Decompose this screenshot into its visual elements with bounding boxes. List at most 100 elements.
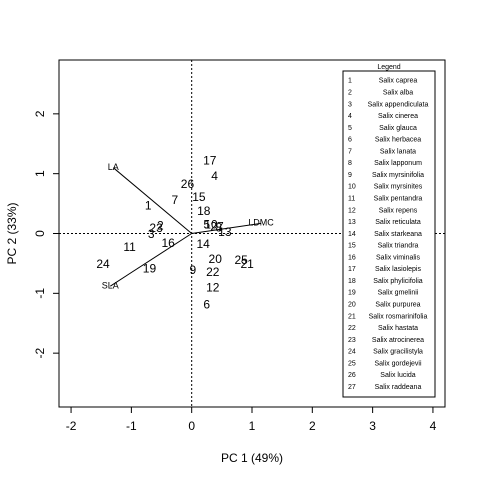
legend-entry-name: Salix hastata bbox=[378, 325, 418, 332]
legend-box bbox=[342, 70, 436, 398]
legend-entry-name: Salix glauca bbox=[379, 125, 417, 132]
y-tick-label: -2 bbox=[33, 347, 47, 358]
legend-entry-id: 13 bbox=[348, 219, 356, 226]
vector-label-ldmc: LDMC bbox=[248, 218, 274, 228]
x-tick-label: 0 bbox=[188, 419, 195, 433]
point-label: 1 bbox=[145, 199, 152, 213]
point-label: 4 bbox=[211, 169, 218, 183]
legend-entry-name: Salix gracilistyla bbox=[373, 349, 423, 356]
point-label: 14 bbox=[196, 237, 210, 251]
legend-entry-id: 3 bbox=[348, 101, 352, 108]
point-label: 26 bbox=[181, 177, 195, 191]
point-label: 13 bbox=[218, 225, 232, 239]
point-label: 25 bbox=[234, 253, 248, 267]
point-label: 7 bbox=[171, 193, 178, 207]
legend-entry-name: Salix lucida bbox=[380, 372, 416, 379]
y-tick-label: -1 bbox=[33, 288, 47, 299]
legend-entry-id: 11 bbox=[348, 196, 355, 203]
legend-entry-name: Salix caprea bbox=[379, 78, 418, 85]
legend-entry-id: 2 bbox=[348, 90, 352, 97]
legend-entry-name: Salix lapponum bbox=[374, 160, 422, 167]
legend-entry-name: Salix purpurea bbox=[375, 302, 420, 309]
legend-entry-name: Salix pentandra bbox=[374, 196, 423, 203]
legend-entry-id: 26 bbox=[348, 372, 356, 379]
point-label: 23 bbox=[149, 221, 163, 235]
legend-entry-id: 24 bbox=[348, 349, 356, 356]
legend-entry-id: 19 bbox=[348, 290, 356, 297]
x-tick-label: 1 bbox=[249, 419, 256, 433]
point-label: 3 bbox=[148, 227, 155, 241]
point-label: 16 bbox=[161, 236, 175, 250]
legend-entry-name: Salix raddeana bbox=[375, 384, 422, 391]
y-tick-label: 1 bbox=[33, 170, 47, 177]
legend-entry-name: Salix lasiolepis bbox=[375, 266, 421, 273]
point-label: 9 bbox=[190, 263, 197, 277]
y-tick-label: 0 bbox=[33, 230, 47, 237]
vector-label-sla: SLA bbox=[102, 281, 119, 291]
legend-entry-id: 15 bbox=[348, 243, 356, 250]
point-label: 27 bbox=[210, 220, 224, 234]
vector-ldmc bbox=[191, 222, 262, 234]
x-tick-label: -1 bbox=[126, 419, 137, 433]
legend-entry-id: 8 bbox=[348, 160, 352, 167]
point-label: 8 bbox=[215, 220, 222, 234]
point-label: 15 bbox=[192, 190, 206, 204]
y-axis-title: PC 2 (33%) bbox=[5, 202, 19, 264]
point-label: 2 bbox=[157, 218, 164, 232]
point-label: 17 bbox=[203, 153, 217, 167]
point-label: 18 bbox=[197, 204, 211, 218]
legend-entry-name: Salix phylicifolia bbox=[373, 278, 423, 285]
legend-entry-name: Salix gmelinii bbox=[378, 290, 419, 297]
legend-entry-name: Salix repens bbox=[379, 207, 418, 214]
point-label: 19 bbox=[143, 262, 157, 276]
legend-entry-id: 17 bbox=[348, 266, 356, 273]
legend-entry-id: 18 bbox=[348, 278, 356, 285]
x-tick-label: -2 bbox=[66, 419, 77, 433]
legend-entry-id: 16 bbox=[348, 254, 356, 261]
point-label: 5 bbox=[203, 217, 210, 231]
point-label: 21 bbox=[240, 257, 254, 271]
legend-entry-name: Salix viminalis bbox=[376, 254, 420, 261]
legend-entry-id: 6 bbox=[348, 137, 352, 144]
legend-entry-id: 12 bbox=[348, 207, 356, 214]
point-label: 11 bbox=[123, 240, 136, 254]
legend-entry-name: Salix gordejevii bbox=[374, 360, 422, 367]
legend-entry-name: Salix atrocinerea bbox=[372, 337, 424, 344]
x-tick-label: 2 bbox=[309, 419, 316, 433]
point-label: 6 bbox=[203, 297, 210, 311]
legend-entry-id: 20 bbox=[348, 302, 356, 309]
legend-entry-id: 14 bbox=[348, 231, 356, 238]
y-tick-label: 2 bbox=[33, 110, 47, 117]
point-label: 20 bbox=[209, 252, 223, 266]
legend: Legend 1 Salix caprea 2 Salix alba 3 Salix app… bbox=[342, 64, 436, 398]
legend-entry-name: Salix lanata bbox=[380, 148, 416, 155]
legend-entry-id: 5 bbox=[348, 125, 352, 132]
legend-entry-id: 1 bbox=[348, 78, 352, 85]
legend-entry-id: 4 bbox=[348, 113, 352, 120]
legend-entry-name: Salix rosmarinifolia bbox=[369, 313, 428, 320]
legend-entry-id: 23 bbox=[348, 337, 356, 344]
legend-entry-name: Salix starkeana bbox=[374, 231, 422, 238]
legend-entry-id: 9 bbox=[348, 172, 352, 179]
legend-entry-id: 7 bbox=[348, 148, 352, 155]
point-label: 12 bbox=[206, 281, 220, 295]
vector-sla bbox=[109, 233, 192, 287]
point-label: 22 bbox=[206, 265, 220, 279]
legend-title: Legend bbox=[377, 64, 400, 71]
legend-entry-id: 25 bbox=[348, 360, 356, 367]
legend-entry-name: Salix cinerea bbox=[378, 113, 418, 120]
legend-entry-name: Salix herbacea bbox=[375, 137, 421, 144]
vector-la bbox=[112, 167, 193, 234]
legend-entry-id: 22 bbox=[348, 325, 356, 332]
legend-entry-name: Salix myrsinites bbox=[374, 184, 423, 191]
legend-entry-id: 27 bbox=[348, 384, 356, 391]
point-label: 10 bbox=[204, 217, 218, 231]
loading-vectors: LA SLA LDMC bbox=[102, 162, 275, 290]
vector-label-la: LA bbox=[108, 162, 119, 172]
legend-entry-name: Salix myrsinifolia bbox=[372, 172, 424, 179]
x-tick-label: 4 bbox=[430, 419, 437, 433]
x-axis-title: PC 1 (49%) bbox=[221, 451, 283, 465]
